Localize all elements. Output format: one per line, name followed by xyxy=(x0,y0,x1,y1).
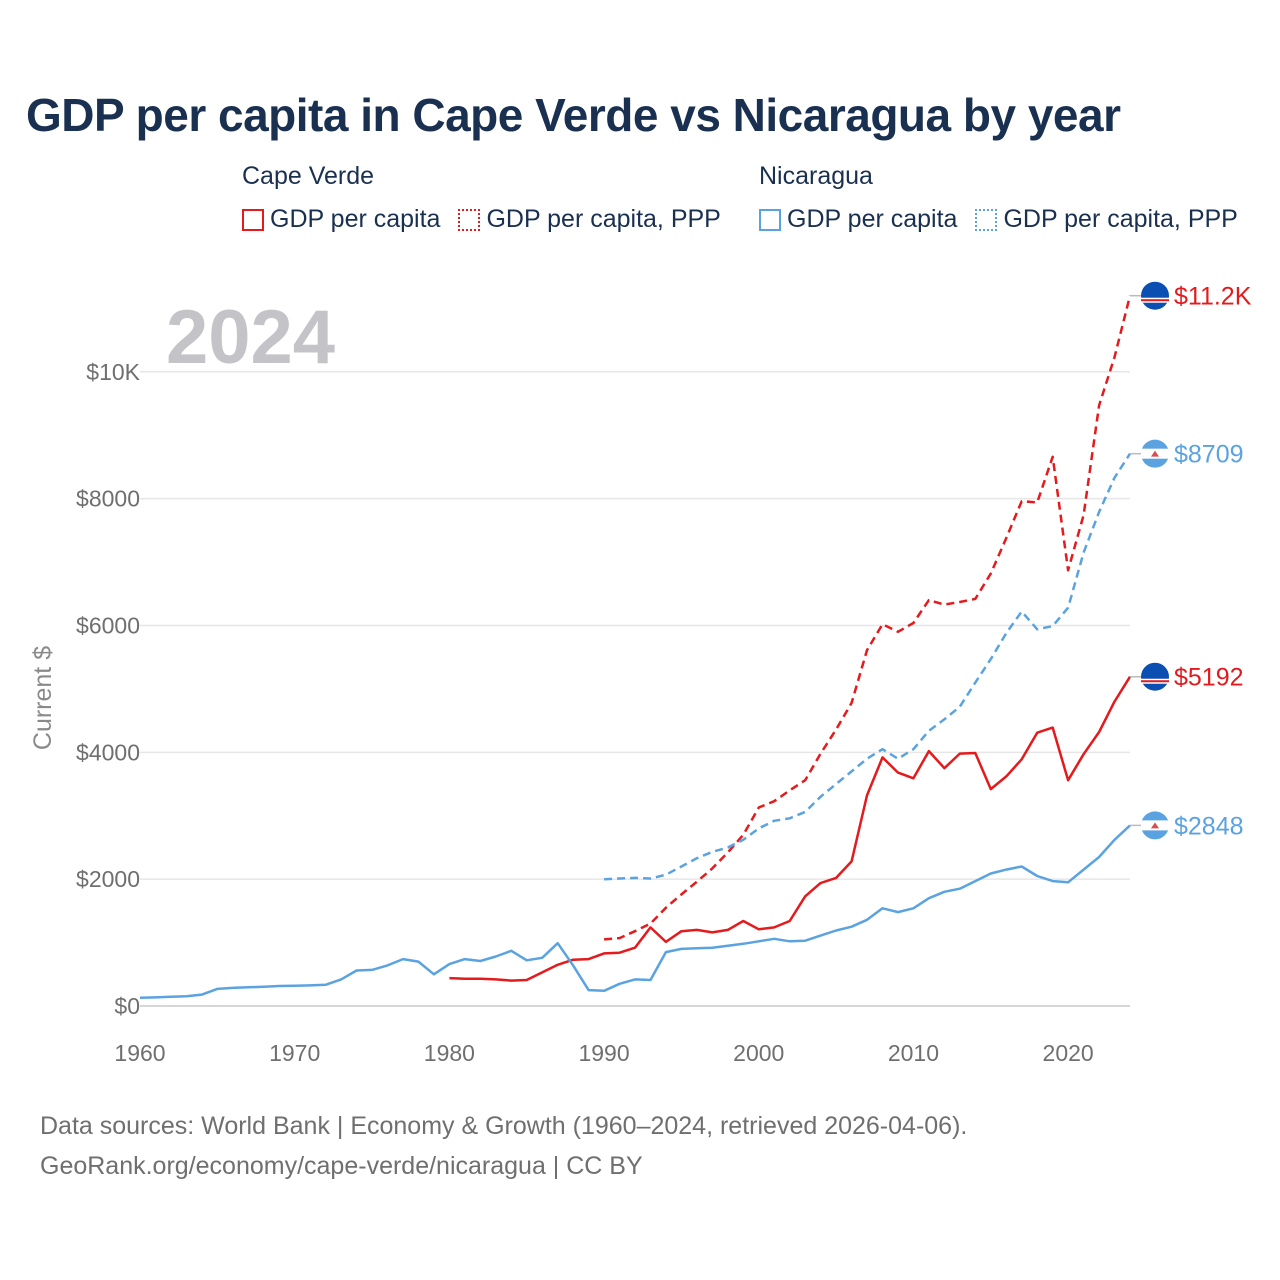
flag-cape-verde-icon xyxy=(1141,281,1169,310)
x-tick-label: 2010 xyxy=(888,1040,939,1066)
footer-link[interactable]: GeoRank.org/economy/cape-verde/nicaragua… xyxy=(40,1152,643,1180)
y-tick-label: $8000 xyxy=(76,486,140,512)
x-tick-label: 2020 xyxy=(1043,1040,1094,1066)
y-axis-label: Current $ xyxy=(29,646,57,750)
end-value-label: $5192 xyxy=(1174,664,1244,692)
legend-label: GDP per capita xyxy=(787,205,958,233)
legend-label: GDP per capita xyxy=(270,205,441,233)
legend-item-cape-verde-gdp[interactable]: GDP per capita xyxy=(242,205,440,234)
flag-emblem xyxy=(1151,450,1159,457)
y-tick-label: $0 xyxy=(114,993,140,1019)
x-tick-label: 1970 xyxy=(269,1040,320,1066)
legend-swatch-dotted xyxy=(975,208,998,231)
legend-group-nicaragua: Nicaragua GDP per capita GDP per capita,… xyxy=(759,162,1256,234)
flag-emblem xyxy=(1151,822,1159,829)
x-tick-label: 1960 xyxy=(114,1040,165,1066)
x-tick-label: 2000 xyxy=(733,1040,784,1066)
footer: Data sources: World Bank | Economy & Gro… xyxy=(40,1106,967,1186)
legend-label: GDP per capita, PPP xyxy=(1003,205,1238,233)
flag-stripe-red xyxy=(1141,299,1169,302)
y-tick-label: $4000 xyxy=(76,739,140,765)
x-tick-label: 1990 xyxy=(578,1040,629,1066)
series-line-2 xyxy=(449,676,1132,982)
footer-sources: Data sources: World Bank | Economy & Gro… xyxy=(40,1112,968,1140)
series-line-3 xyxy=(139,824,1131,1000)
flag-cape-verde-icon xyxy=(1141,662,1169,691)
y-tick-label: $10K xyxy=(86,359,140,385)
flag-stripe-red xyxy=(1141,680,1169,683)
legend-item-nicaragua-gdp-ppp[interactable]: GDP per capita, PPP xyxy=(975,205,1238,234)
legend-heading-cape-verde: Cape Verde xyxy=(242,162,375,190)
y-tick-label: $2000 xyxy=(76,866,140,892)
series-line-1 xyxy=(604,453,1132,881)
chart-title: GDP per capita in Cape Verde vs Nicaragu… xyxy=(26,89,1121,141)
year-label: 2024 xyxy=(166,295,335,380)
series-line-0 xyxy=(603,295,1132,941)
end-value-label: $2848 xyxy=(1174,812,1244,840)
legend-swatch-dotted xyxy=(458,208,481,231)
y-tick-label: $6000 xyxy=(76,612,140,638)
legend-swatch-solid xyxy=(242,208,264,231)
end-value-label: $11.2K xyxy=(1174,283,1252,311)
legend-swatch-solid xyxy=(759,208,781,231)
legend-group-cape-verde: Cape Verde GDP per capita GDP per capita… xyxy=(242,162,739,234)
legend-label: GDP per capita, PPP xyxy=(486,205,721,233)
x-tick-label: 1980 xyxy=(424,1040,475,1066)
legend-heading-nicaragua: Nicaragua xyxy=(759,162,873,190)
legend-item-nicaragua-gdp[interactable]: GDP per capita xyxy=(759,205,957,234)
end-value-label: $8709 xyxy=(1174,441,1244,469)
legend-item-cape-verde-gdp-ppp[interactable]: GDP per capita, PPP xyxy=(458,205,721,234)
